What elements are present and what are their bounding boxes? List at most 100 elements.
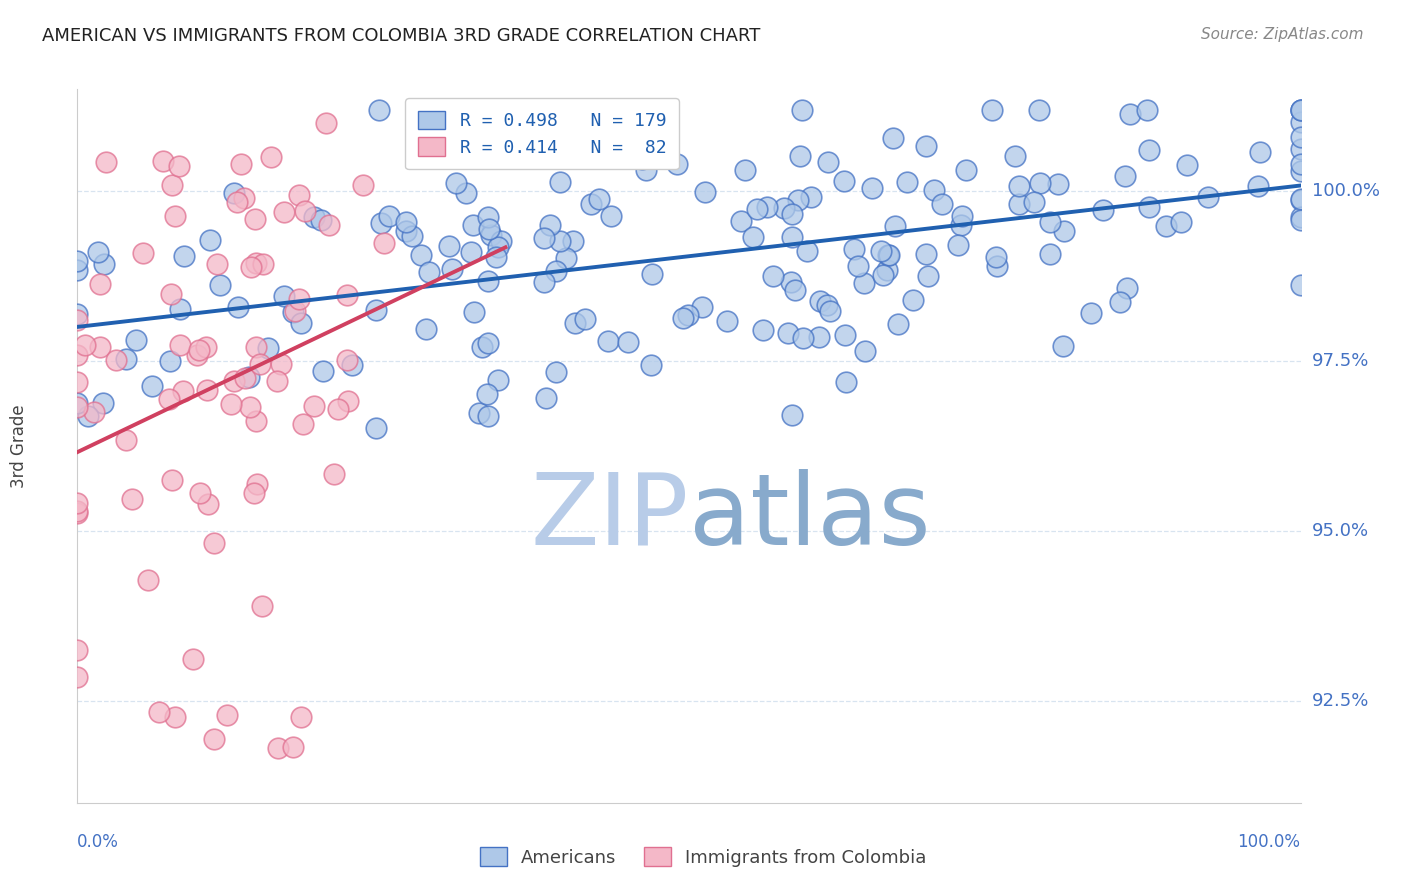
- Point: [436, 117, 458, 131]
- Point: [716, 314, 738, 328]
- Point: [616, 334, 638, 349]
- Point: [243, 212, 266, 227]
- Point: [96, 155, 118, 169]
- Point: [665, 157, 688, 171]
- Point: [1175, 158, 1198, 172]
- Point: [896, 175, 918, 189]
- Point: [1289, 143, 1312, 157]
- Point: [172, 384, 194, 399]
- Point: [477, 211, 499, 225]
- Point: [366, 421, 388, 435]
- Point: [315, 116, 337, 130]
- Point: [66, 307, 89, 321]
- Point: [950, 209, 973, 223]
- Point: [77, 409, 100, 424]
- Point: [187, 343, 209, 357]
- Point: [820, 303, 842, 318]
- Point: [876, 262, 898, 277]
- Point: [1289, 103, 1312, 117]
- Point: [238, 370, 260, 384]
- Point: [1108, 294, 1130, 309]
- Point: [167, 159, 190, 173]
- Point: [66, 348, 89, 362]
- Point: [186, 348, 208, 362]
- Point: [834, 328, 856, 343]
- Point: [415, 322, 437, 336]
- Point: [340, 359, 363, 373]
- Point: [1289, 115, 1312, 129]
- Point: [159, 287, 181, 301]
- Point: [138, 573, 160, 587]
- Point: [283, 305, 305, 319]
- Point: [870, 244, 893, 258]
- Point: [1115, 281, 1137, 295]
- Point: [290, 316, 312, 330]
- Point: [475, 387, 498, 401]
- Point: [73, 338, 96, 352]
- Point: [695, 185, 717, 199]
- Point: [468, 406, 491, 420]
- Point: [848, 259, 870, 273]
- Point: [544, 264, 567, 278]
- Point: [477, 335, 499, 350]
- Point: [444, 177, 467, 191]
- Point: [290, 710, 312, 724]
- Legend: R = 0.498   N = 179, R = 0.414   N =  82: R = 0.498 N = 179, R = 0.414 N = 82: [405, 98, 679, 169]
- Point: [395, 224, 418, 238]
- Point: [115, 434, 138, 448]
- Point: [1114, 169, 1136, 183]
- Point: [322, 467, 344, 481]
- Point: [91, 396, 114, 410]
- Legend: Americans, Immigrants from Colombia: Americans, Immigrants from Colombia: [472, 840, 934, 874]
- Point: [598, 334, 620, 348]
- Point: [917, 268, 939, 283]
- Point: [266, 374, 288, 388]
- Point: [860, 181, 883, 195]
- Point: [395, 215, 418, 229]
- Point: [808, 294, 831, 309]
- Point: [790, 103, 813, 117]
- Point: [1028, 103, 1050, 117]
- Point: [257, 341, 280, 355]
- Point: [948, 238, 970, 252]
- Point: [853, 276, 876, 290]
- Point: [630, 153, 652, 167]
- Point: [246, 477, 269, 491]
- Point: [217, 708, 239, 723]
- Point: [131, 245, 153, 260]
- Point: [352, 178, 374, 193]
- Point: [981, 103, 1004, 117]
- Point: [800, 190, 823, 204]
- Point: [778, 326, 800, 340]
- Point: [105, 353, 128, 368]
- Point: [204, 732, 226, 747]
- Point: [1289, 192, 1312, 206]
- Point: [219, 396, 242, 410]
- Point: [792, 331, 814, 345]
- Point: [534, 391, 557, 405]
- Point: [336, 352, 359, 367]
- Point: [486, 240, 509, 254]
- Point: [745, 202, 768, 216]
- Point: [121, 492, 143, 507]
- Point: [181, 651, 204, 665]
- Point: [284, 303, 307, 318]
- Point: [676, 308, 699, 322]
- Point: [780, 408, 803, 422]
- Point: [984, 250, 1007, 264]
- Point: [66, 313, 89, 327]
- Point: [877, 248, 900, 262]
- Point: [252, 257, 274, 271]
- Point: [163, 209, 186, 223]
- Point: [148, 705, 170, 719]
- Point: [260, 150, 283, 164]
- Point: [115, 351, 138, 366]
- Point: [454, 186, 477, 201]
- Point: [882, 130, 904, 145]
- Point: [817, 154, 839, 169]
- Text: Source: ZipAtlas.com: Source: ZipAtlas.com: [1201, 27, 1364, 42]
- Point: [600, 209, 623, 223]
- Point: [83, 405, 105, 419]
- Point: [250, 599, 273, 613]
- Point: [1289, 212, 1312, 227]
